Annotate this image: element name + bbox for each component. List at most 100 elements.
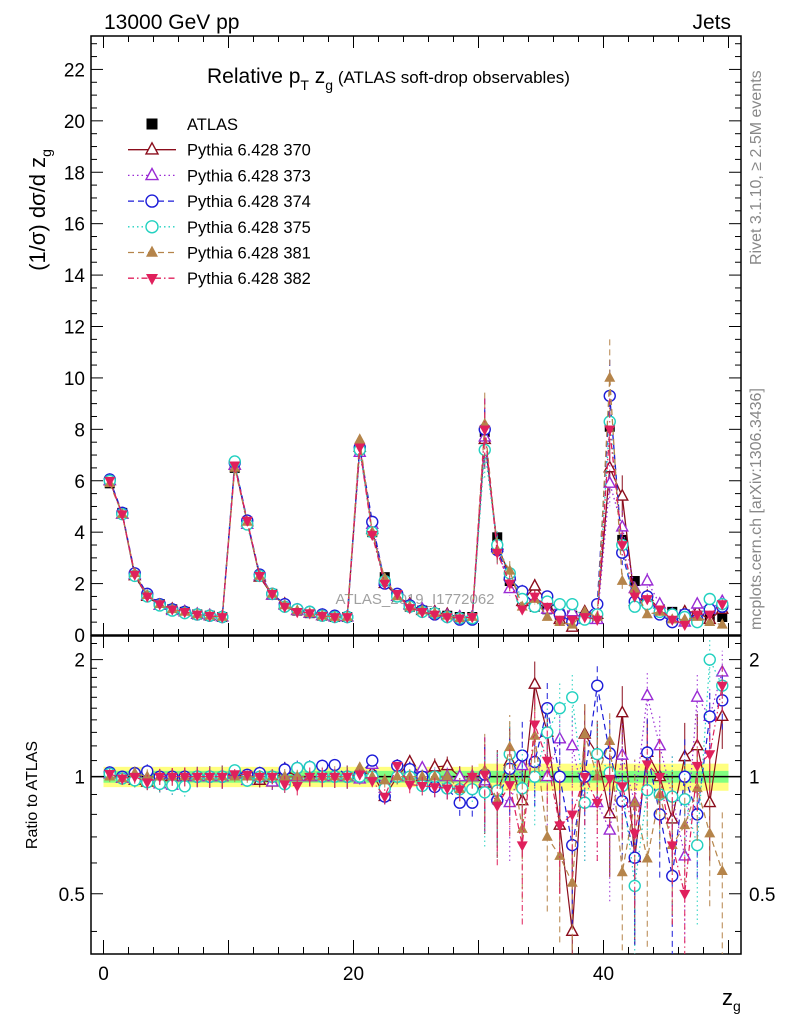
legend-marker — [146, 274, 158, 286]
ratio-series-group — [103, 639, 729, 954]
ratio-point — [604, 734, 616, 745]
energy-label: 13000 GeV pp — [104, 11, 239, 34]
legend-marker — [146, 118, 158, 130]
main-y-tick-label: 10 — [64, 369, 85, 390]
ratio-point — [566, 691, 579, 704]
ratio-point — [266, 772, 278, 784]
ratio-y-tick-label-right: 1 — [749, 768, 760, 789]
ratio-point — [316, 772, 328, 784]
data-point — [354, 443, 366, 454]
data-point — [366, 530, 378, 542]
ratio-point — [104, 769, 116, 781]
ratio-point — [604, 774, 616, 786]
x-axis-label: zg — [722, 985, 741, 1014]
data-point — [690, 596, 704, 609]
ratio-point — [441, 770, 453, 781]
title-z-text: z — [309, 65, 325, 88]
plot-title: Relative pT zg (ATLAS soft-drop observab… — [207, 65, 570, 93]
ratio-point — [716, 681, 728, 692]
data-point — [379, 579, 391, 590]
data-point — [603, 475, 617, 488]
ratio-point — [429, 770, 441, 781]
analysis-watermark: ATLAS_2019_I1772062 — [335, 591, 494, 608]
ratio-point — [366, 754, 379, 767]
data-point — [679, 620, 691, 632]
data-point — [441, 613, 453, 624]
legend-entry: Pythia 6.428 382 — [128, 270, 311, 288]
data-point — [316, 611, 328, 623]
ratio-axis-ticks — [91, 636, 741, 954]
data-point — [666, 615, 678, 626]
legend-label: Pythia 6.428 374 — [187, 193, 311, 211]
ratio-point — [541, 756, 553, 767]
main-y-tick-label: 20 — [64, 112, 85, 133]
ratio-series-pythia-6-428-373 — [103, 650, 729, 943]
data-point — [629, 582, 641, 593]
ratio-point — [703, 653, 716, 666]
data-point — [104, 476, 116, 488]
main-y-tick-label: 2 — [74, 575, 85, 596]
ratio-y-tick-label-right: 2 — [749, 651, 760, 672]
ratio-point — [216, 772, 228, 784]
ratio-y-tick-label-right: 0.5 — [749, 885, 775, 906]
data-point — [579, 613, 591, 624]
data-point — [615, 488, 629, 501]
ratio-point — [653, 738, 667, 751]
data-point — [416, 608, 428, 619]
ratio-point — [391, 761, 403, 773]
series-pythia-6-428-382 — [104, 398, 728, 632]
ratio-point — [504, 781, 516, 792]
ratio-point — [616, 866, 628, 877]
legend-label: Pythia 6.428 370 — [187, 142, 311, 160]
data-point — [191, 610, 203, 621]
data-point — [703, 592, 716, 606]
data-point — [604, 371, 616, 382]
ratio-point — [629, 829, 641, 840]
ratio-point — [116, 774, 128, 785]
legend: ATLAS Pythia 6.428 370 Pythia 6.428 373 Pyt… — [128, 116, 311, 288]
data-point — [266, 590, 278, 601]
main-y-tick-label: 16 — [64, 215, 85, 236]
ylabel-main-subscript: g — [38, 149, 54, 157]
data-point — [129, 570, 141, 581]
ratio-point — [341, 772, 353, 784]
main-y-tick-label: 8 — [74, 420, 85, 441]
legend-entry: ATLAS — [146, 116, 238, 134]
data-point — [304, 609, 316, 620]
ratio-point — [366, 777, 378, 788]
ratio-point — [666, 841, 678, 852]
xlabel-subscript: g — [733, 998, 741, 1014]
data-point — [629, 592, 641, 603]
data-point — [141, 592, 153, 603]
title-sub-g: g — [325, 77, 333, 93]
ratio-point — [566, 810, 578, 821]
data-point — [528, 578, 542, 591]
data-point — [429, 610, 441, 621]
data-point — [704, 610, 716, 621]
ratio-series-pythia-6-428-374 — [103, 662, 729, 954]
main-y-tick-label: 0 — [74, 626, 85, 647]
svg-text:(1/σ) dσ/d zg: (1/σ) dσ/d zg — [25, 149, 54, 271]
xlabel-text: z — [722, 985, 733, 1010]
legend-entry: Pythia 6.428 381 — [128, 245, 311, 263]
data-point — [254, 572, 266, 583]
data-point — [640, 573, 654, 586]
legend-marker — [144, 141, 160, 155]
data-point — [354, 433, 366, 444]
ratio-point — [429, 783, 441, 794]
x-tick-label: 20 — [343, 964, 364, 985]
data-point — [704, 615, 716, 626]
main-plot-frame — [90, 35, 742, 636]
title-sub-T: T — [300, 77, 309, 93]
ratio-point — [690, 689, 704, 702]
x-tick-label: 40 — [593, 964, 614, 985]
data-point — [341, 613, 353, 624]
data-point — [504, 564, 516, 575]
data-point — [516, 605, 528, 616]
ratio-point — [603, 822, 617, 835]
data-point — [229, 461, 241, 472]
series-pythia-6-428-381 — [104, 339, 728, 629]
ratio-point — [254, 772, 266, 784]
data-point — [541, 602, 553, 614]
data-point — [204, 611, 216, 623]
